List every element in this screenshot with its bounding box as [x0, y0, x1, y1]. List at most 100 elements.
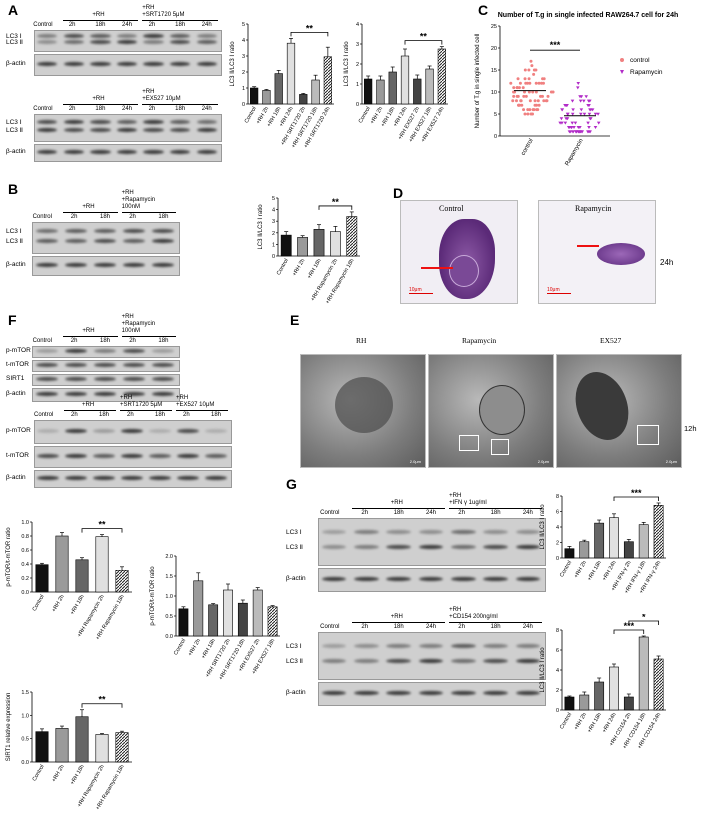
x-tick-label: +RH 2h: [51, 594, 66, 613]
y-tick-label: 1.0: [21, 520, 29, 526]
data-point: [582, 112, 587, 116]
y-tick-label: 1: [242, 86, 245, 92]
bar: [115, 569, 129, 593]
y-axis-label: LC3 Ⅱ/LC3 Ⅰ ratio: [230, 41, 236, 87]
blot-band: [35, 229, 58, 233]
blot-band: [63, 119, 84, 124]
data-point: [579, 108, 584, 112]
blot-band: [152, 392, 175, 396]
data-point: [527, 77, 531, 81]
data-point: [523, 77, 527, 81]
data-point: [534, 68, 538, 72]
significance-label: ***: [624, 621, 635, 631]
y-tick-label: 1.5: [21, 690, 29, 696]
blot-band: [90, 62, 111, 66]
x-tick-label: Rapamycin: [565, 138, 585, 167]
blot-band: [418, 544, 444, 549]
data-point: [568, 126, 572, 129]
group-line: [176, 410, 228, 411]
x-tick-label: +RH 2h: [573, 712, 588, 731]
data-point: [511, 99, 515, 103]
lane-label: Control: [320, 510, 340, 516]
y-tick-label: 0: [494, 134, 497, 140]
blot-band: [37, 454, 59, 458]
y-tick-label: 3: [242, 54, 245, 60]
bar: [323, 56, 332, 105]
bar: [609, 517, 619, 559]
blot-b: Control 2h 18h 2h 18h +RH +RH +Rapamycin 100nM…: [6, 188, 180, 280]
blot-band: [64, 238, 87, 243]
bar: [330, 231, 341, 257]
data-point: [522, 108, 526, 112]
data-point: [524, 81, 528, 85]
panel-label-b: B: [8, 181, 19, 197]
y-tick-label: 2: [242, 70, 245, 76]
y-tick-label: 5: [272, 196, 275, 202]
significance-label: **: [332, 197, 340, 207]
micrograph-d-control: Control 10μm: [400, 200, 518, 304]
bar: [638, 636, 649, 711]
lane-label: 18h: [175, 22, 186, 28]
lane-label: 18h: [393, 510, 404, 516]
data-point: [574, 130, 579, 134]
group-line: [121, 336, 176, 337]
data-point: [516, 77, 520, 81]
lane-label: 18h: [95, 106, 106, 112]
scale-bar-e-rh: 2.0μm: [409, 459, 421, 464]
y-tick-label: 0: [556, 556, 559, 562]
blot-band: [515, 658, 541, 663]
y-tick-label: 5: [242, 22, 245, 28]
bar: [364, 78, 373, 105]
bar: [594, 522, 605, 559]
x-tick-label: Control: [276, 258, 290, 276]
data-point: [584, 95, 589, 99]
data-point: [533, 103, 537, 107]
y-tick-label: 2: [272, 231, 275, 237]
lane-label: 2h: [148, 22, 156, 28]
lane-label: 2h: [71, 412, 78, 418]
y-tick-label: 0.2: [21, 576, 29, 582]
lane-label: 2h: [70, 214, 78, 220]
bar: [297, 237, 308, 257]
bar: [267, 606, 278, 637]
blot-band: [321, 643, 347, 648]
blot-band: [196, 119, 217, 124]
group-label: +RH: [390, 500, 403, 506]
data-point: [587, 126, 591, 129]
lane-label: Control: [33, 22, 53, 28]
blot-band: [386, 577, 411, 581]
micrograph-d-control-label: Control: [439, 204, 464, 213]
blot-band: [37, 34, 58, 38]
significance-label: **: [306, 23, 314, 33]
bar: [75, 559, 89, 593]
blot-band: [93, 238, 117, 243]
blot-row-label: t-mTOR: [6, 361, 29, 368]
bar: [262, 90, 271, 105]
data-point: [545, 99, 549, 103]
x-tick-label: Control: [559, 712, 573, 730]
bar: [413, 78, 422, 105]
group-label: +RH +EX527 10μM: [142, 89, 181, 102]
micrograph-e-label-ex527: EX527: [600, 336, 622, 345]
blot-row-label: β-actin: [286, 689, 306, 696]
lane-label: 24h: [522, 510, 533, 516]
y-tick-label: 20: [491, 46, 497, 52]
data-point: [517, 103, 521, 107]
data-point: [527, 68, 531, 72]
blot-band: [483, 577, 508, 581]
blot-band: [143, 128, 164, 133]
lane-label: 2h: [70, 338, 78, 344]
blot-band: [386, 691, 411, 695]
blot-band: [321, 691, 347, 695]
blot-band: [354, 544, 379, 549]
x-tick-label: control: [521, 138, 535, 157]
blot-g-top: Control 2h 18h 24h 2h 18h 24h +RH +RH +IFN γ 1ug…: [286, 488, 546, 598]
blot-band: [35, 392, 58, 396]
lane-label: 24h: [201, 106, 212, 112]
blot-band: [170, 40, 191, 45]
blot-band: [515, 529, 541, 534]
lane-label: 24h: [426, 510, 437, 516]
data-point: [528, 81, 532, 85]
